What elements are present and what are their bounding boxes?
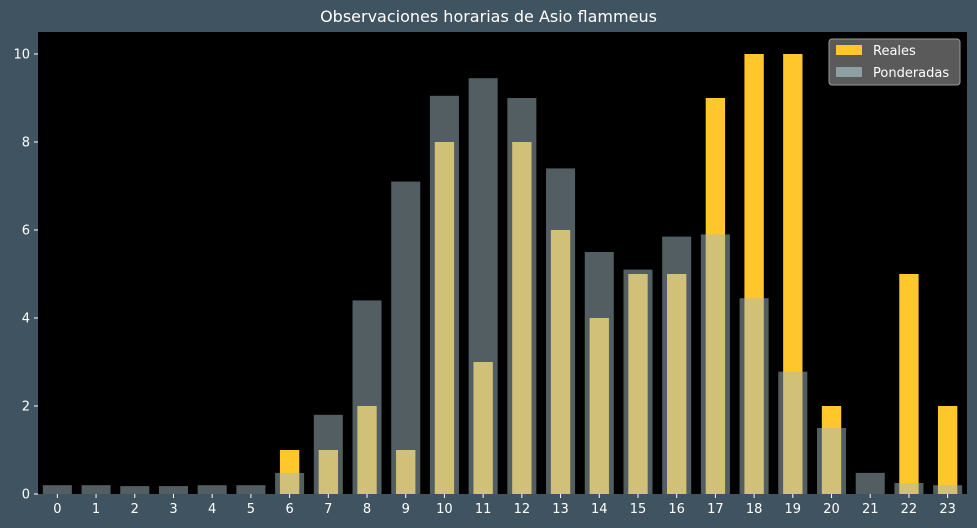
x-tick-label: 20 bbox=[823, 502, 840, 517]
x-tick-label: 11 bbox=[475, 502, 492, 517]
bar-ponderadas bbox=[429, 95, 459, 495]
bar-ponderadas bbox=[275, 472, 305, 494]
y-tick-label: 6 bbox=[22, 224, 30, 239]
x-tick-label: 22 bbox=[901, 502, 918, 517]
x-tick-label: 21 bbox=[862, 502, 879, 517]
x-tick-label: 9 bbox=[402, 502, 410, 517]
x-tick-label: 10 bbox=[436, 502, 453, 517]
plot-area bbox=[38, 32, 967, 494]
bar-ponderadas bbox=[468, 78, 498, 494]
x-tick-label: 2 bbox=[131, 502, 139, 517]
bar-ponderadas bbox=[933, 485, 963, 494]
x-tick-label: 8 bbox=[363, 502, 371, 517]
bar-ponderadas bbox=[197, 485, 227, 494]
x-tick-label: 5 bbox=[247, 502, 255, 517]
bar-ponderadas bbox=[120, 486, 150, 494]
x-tick-label: 13 bbox=[552, 502, 569, 517]
x-tick-label: 17 bbox=[707, 502, 724, 517]
y-tick-label: 0 bbox=[22, 488, 30, 503]
x-tick-label: 18 bbox=[746, 502, 763, 517]
y-tick-label: 4 bbox=[22, 312, 30, 327]
bar-ponderadas bbox=[817, 428, 847, 494]
x-tick-label: 15 bbox=[630, 502, 647, 517]
x-tick-label: 23 bbox=[939, 502, 956, 517]
bar-ponderadas bbox=[42, 485, 72, 494]
legend-label-ponderadas: Ponderadas bbox=[873, 66, 949, 81]
x-tick-label: 12 bbox=[514, 502, 531, 517]
x-tick-label: 19 bbox=[785, 502, 802, 517]
bar-ponderadas bbox=[894, 483, 924, 494]
bar-ponderadas bbox=[546, 168, 576, 494]
x-tick-label: 3 bbox=[169, 502, 177, 517]
bar-ponderadas bbox=[507, 98, 537, 494]
bar-ponderadas bbox=[662, 236, 692, 494]
bar-ponderadas bbox=[352, 300, 382, 494]
bar-ponderadas bbox=[158, 486, 188, 494]
legend-swatch-ponderadas bbox=[836, 67, 862, 77]
legend-swatch-reales bbox=[836, 45, 862, 55]
bar-ponderadas bbox=[700, 234, 730, 494]
bar-ponderadas bbox=[778, 371, 808, 494]
bar-ponderadas bbox=[313, 414, 343, 494]
bar-ponderadas bbox=[855, 472, 885, 494]
bar-ponderadas bbox=[623, 269, 653, 494]
legend-label-reales: Reales bbox=[873, 44, 916, 59]
bar-ponderadas bbox=[81, 485, 111, 494]
bar-reales bbox=[937, 406, 958, 494]
x-tick-label: 1 bbox=[92, 502, 100, 517]
x-tick-label: 14 bbox=[591, 502, 608, 517]
bar-reales bbox=[899, 274, 919, 494]
bar-ponderadas bbox=[584, 252, 614, 494]
x-tick-label: 6 bbox=[285, 502, 293, 517]
x-tick-label: 4 bbox=[208, 502, 216, 517]
bar-ponderadas bbox=[236, 485, 266, 494]
x-tick-label: 0 bbox=[53, 502, 61, 517]
x-tick-label: 7 bbox=[324, 502, 332, 517]
y-tick-label: 2 bbox=[22, 400, 30, 415]
y-tick-label: 8 bbox=[22, 136, 30, 151]
bar-ponderadas bbox=[739, 298, 769, 494]
x-tick-label: 16 bbox=[668, 502, 685, 517]
y-tick-label: 10 bbox=[13, 48, 30, 63]
bar-ponderadas bbox=[391, 181, 421, 494]
chart-title: Observaciones horarias de Asio flammeus bbox=[320, 7, 657, 26]
